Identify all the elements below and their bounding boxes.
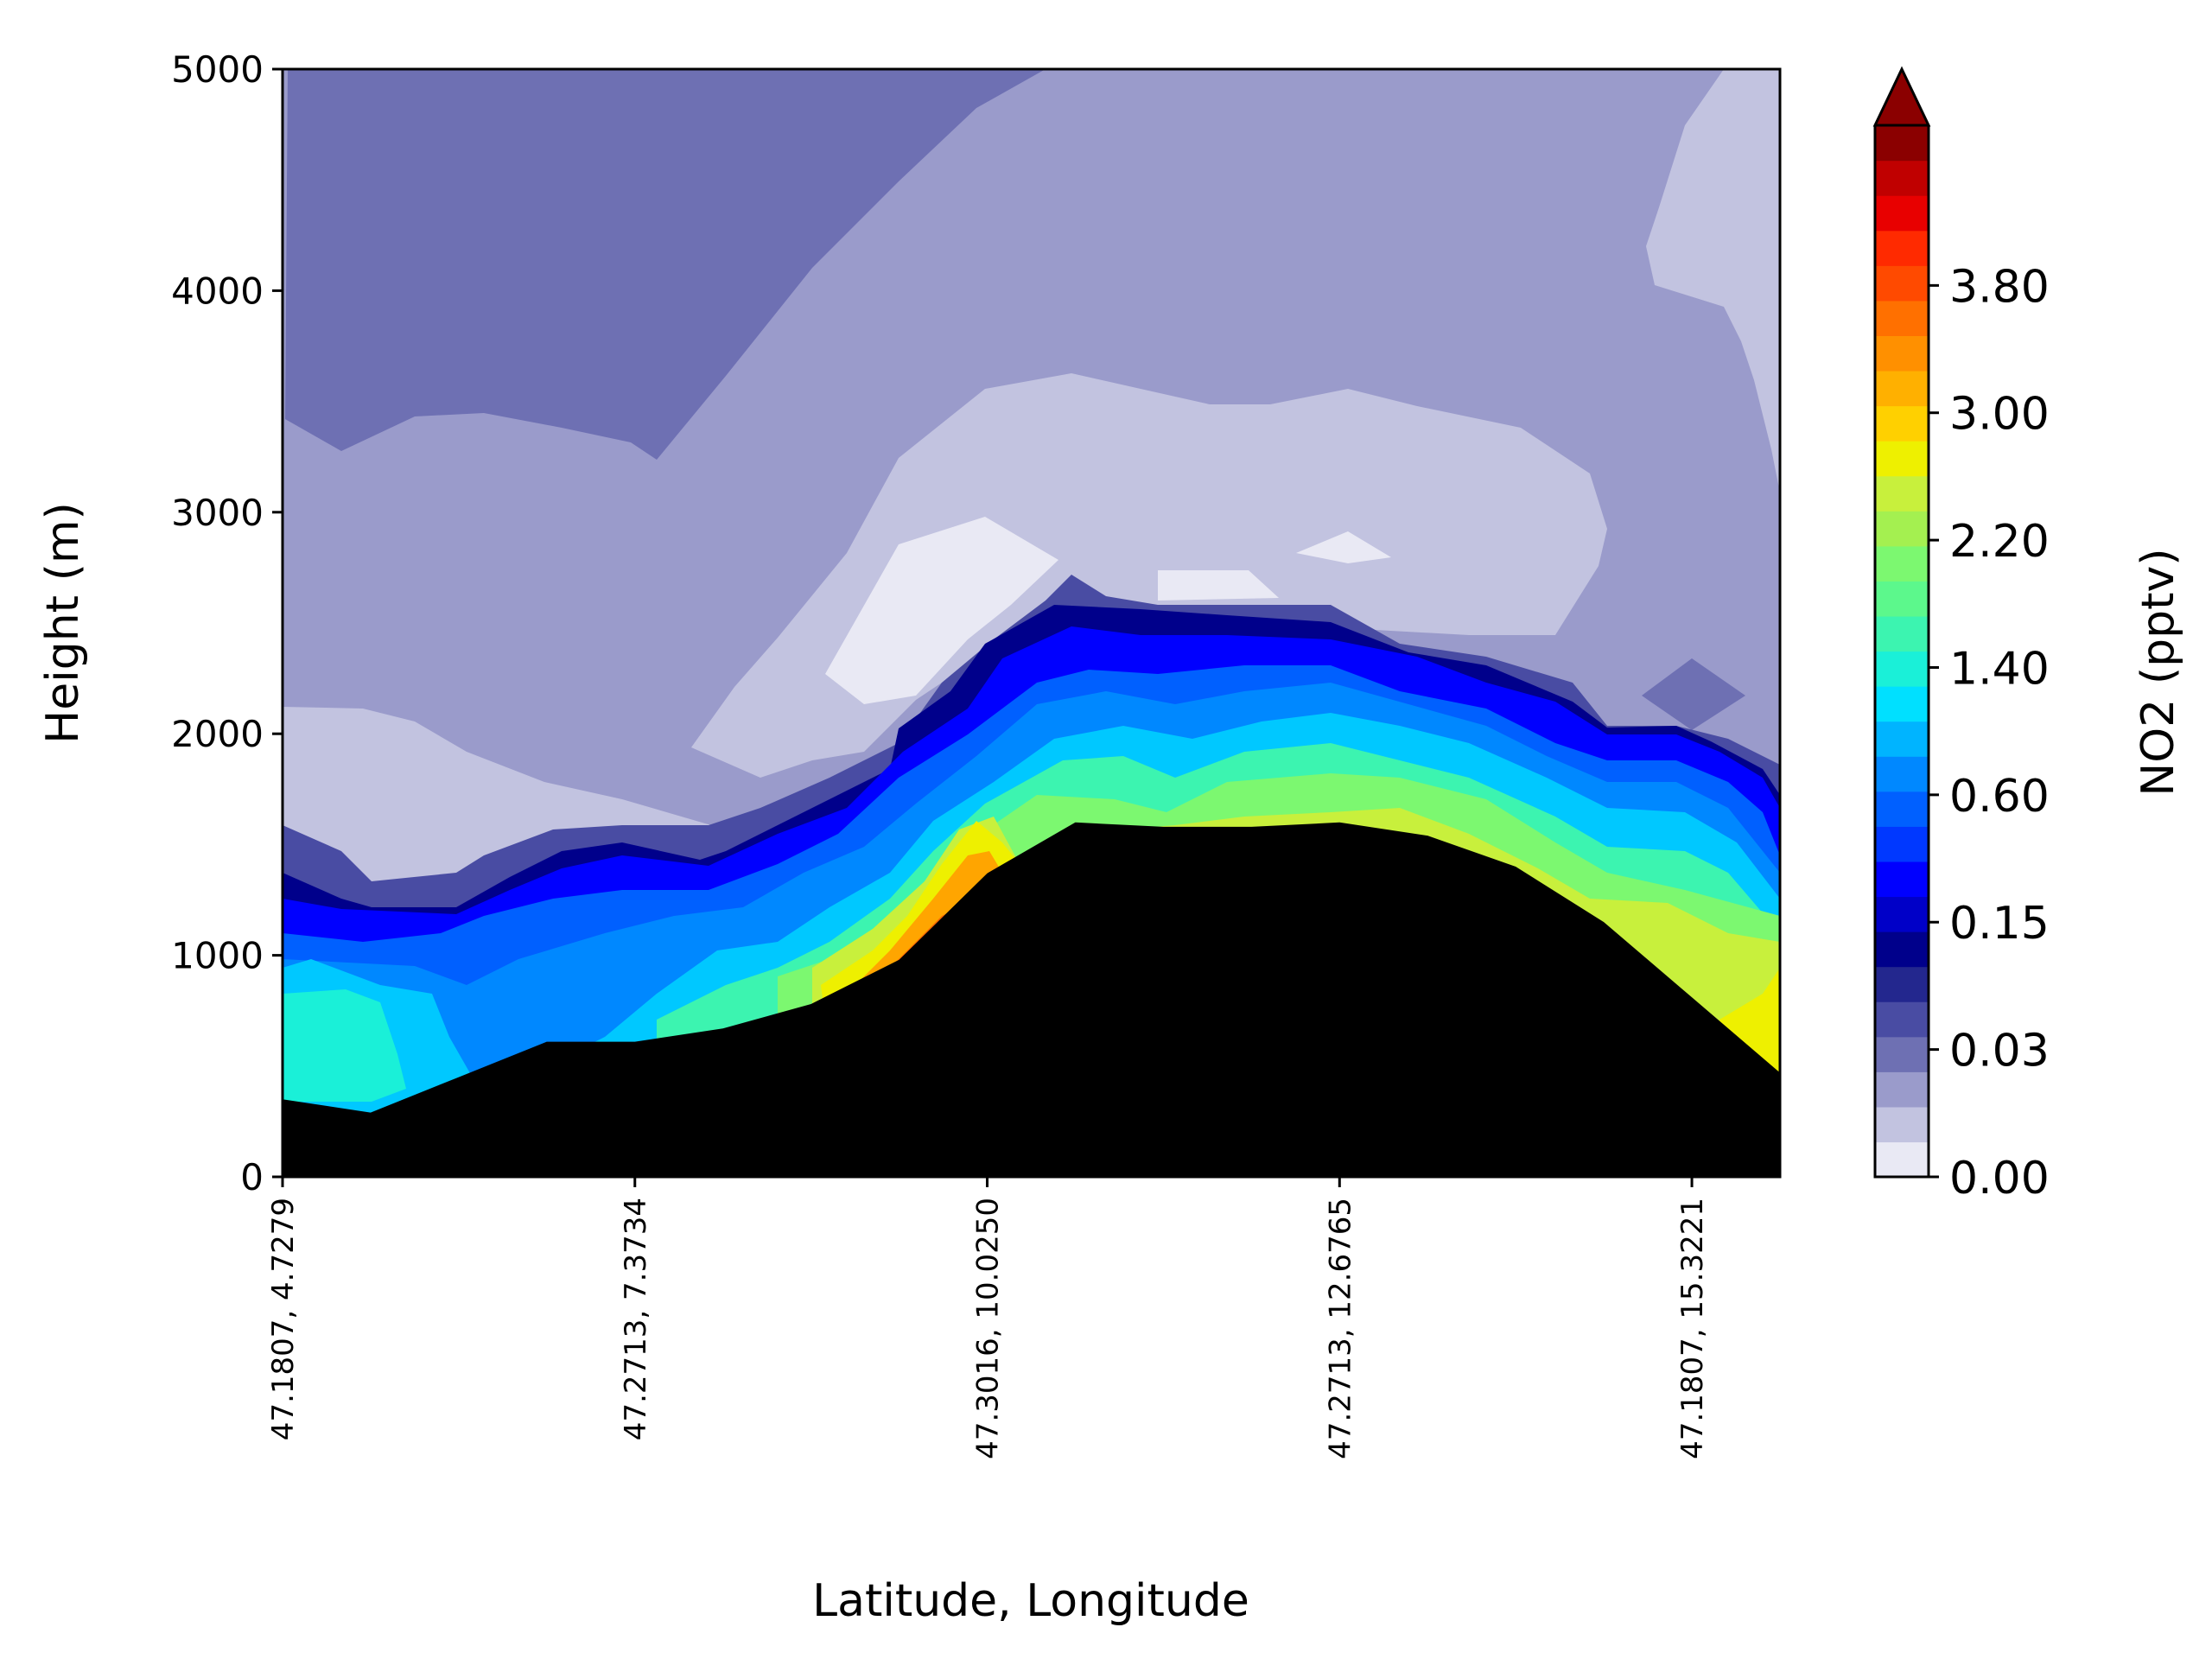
- colorbar-band: [1875, 335, 1929, 372]
- contour-band-east-pale: [1646, 69, 1780, 493]
- y-axis: 0 1000 2000 3000 4000 5000: [171, 48, 283, 1198]
- y-tick-label: 0: [240, 1156, 264, 1198]
- colorbar-tick-label: 3.00: [1949, 389, 2050, 441]
- colorbar-tick-label: 2.20: [1949, 516, 2050, 568]
- colorbar-band: [1875, 651, 1929, 687]
- colorbar-frame: [1873, 125, 1930, 1179]
- y-axis-label: Height (m): [37, 502, 89, 744]
- colorbar-band: [1875, 1036, 1929, 1072]
- colorbar-band: [1875, 826, 1929, 862]
- colorbar-band: [1875, 475, 1929, 512]
- colorbar-band: [1875, 1001, 1929, 1038]
- colorbar-band: [1875, 615, 1929, 652]
- plot-frame: [281, 67, 1782, 1179]
- colorbar-band: [1875, 756, 1929, 792]
- contour-band-whitest-small-1: [1158, 570, 1279, 601]
- colorbar: 0.00 0.03 0.15 0.60 1.40 2.20 3.00 3.80: [1872, 66, 2050, 1205]
- colorbar-band: [1875, 300, 1929, 336]
- x-tick-label: 47.3016, 10.0250: [971, 1198, 1006, 1459]
- colorbar-band: [1875, 195, 1929, 232]
- contour-band-whitest-small-2: [1296, 531, 1391, 563]
- colorbar-label: NO2 (pptv): [2133, 548, 2184, 796]
- contour-band-central-whitest: [825, 517, 1058, 704]
- colorbar-tick-label: 0.00: [1949, 1153, 2050, 1205]
- colorbar-band: [1875, 1141, 1929, 1178]
- contour-plot-area: [283, 69, 1780, 1177]
- colorbar-band: [1875, 686, 1929, 722]
- x-tick-label: 47.1807, 4.7279: [266, 1198, 301, 1440]
- y-tick-label: 2000: [171, 713, 264, 755]
- colorbar-band: [1875, 265, 1929, 302]
- colorbar-band: [1875, 160, 1929, 196]
- colorbar-band: [1875, 545, 1929, 582]
- colorbar-band: [1875, 230, 1929, 266]
- colorbar-band: [1875, 966, 1929, 1002]
- x-axis-label: Latitude, Longitude: [812, 1575, 1249, 1627]
- x-axis: 47.1807, 4.7279 47.2713, 7.3734 47.3016, 1…: [266, 1177, 1710, 1459]
- x-tick-label: 47.2713, 12.6765: [1323, 1198, 1357, 1459]
- x-tick-label: 47.2713, 7.3734: [619, 1198, 653, 1440]
- y-tick-label: 1000: [171, 935, 264, 977]
- colorbar-tick-label: 0.60: [1949, 771, 2050, 823]
- colorbar-band: [1875, 791, 1929, 827]
- colorbar-tick-label: 1.40: [1949, 643, 2050, 695]
- colorbar-band: [1875, 1071, 1929, 1108]
- colorbar-band: [1875, 511, 1929, 547]
- y-tick-label: 4000: [171, 270, 264, 312]
- colorbar-band: [1875, 1106, 1929, 1143]
- contour-band-teal-west: [283, 989, 406, 1102]
- colorbar-band: [1875, 125, 1929, 162]
- terrain-silhouette: [283, 822, 1780, 1177]
- contour-band-east-dark-spot: [1642, 658, 1745, 730]
- colorbar-band: [1875, 405, 1929, 442]
- colorbar-band: [1875, 581, 1929, 617]
- colorbar-band: [1875, 370, 1929, 407]
- colorbar-band: [1875, 896, 1929, 932]
- x-tick-label: 47.1807, 15.3221: [1675, 1198, 1710, 1459]
- colorbar-extend-arrow: [1872, 66, 1931, 127]
- colorbar-band: [1875, 931, 1929, 968]
- colorbar-band: [1875, 441, 1929, 477]
- colorbar-band: [1875, 861, 1929, 898]
- colorbar-tick-label: 0.03: [1949, 1026, 2050, 1077]
- contour-band-upper-dark: [285, 69, 1046, 460]
- y-tick-label: 5000: [171, 48, 264, 91]
- colorbar-band: [1875, 721, 1929, 757]
- colorbar-tick-label: 0.15: [1949, 898, 2050, 950]
- y-tick-label: 3000: [171, 492, 264, 534]
- colorbar-tick-label: 3.80: [1949, 261, 2050, 313]
